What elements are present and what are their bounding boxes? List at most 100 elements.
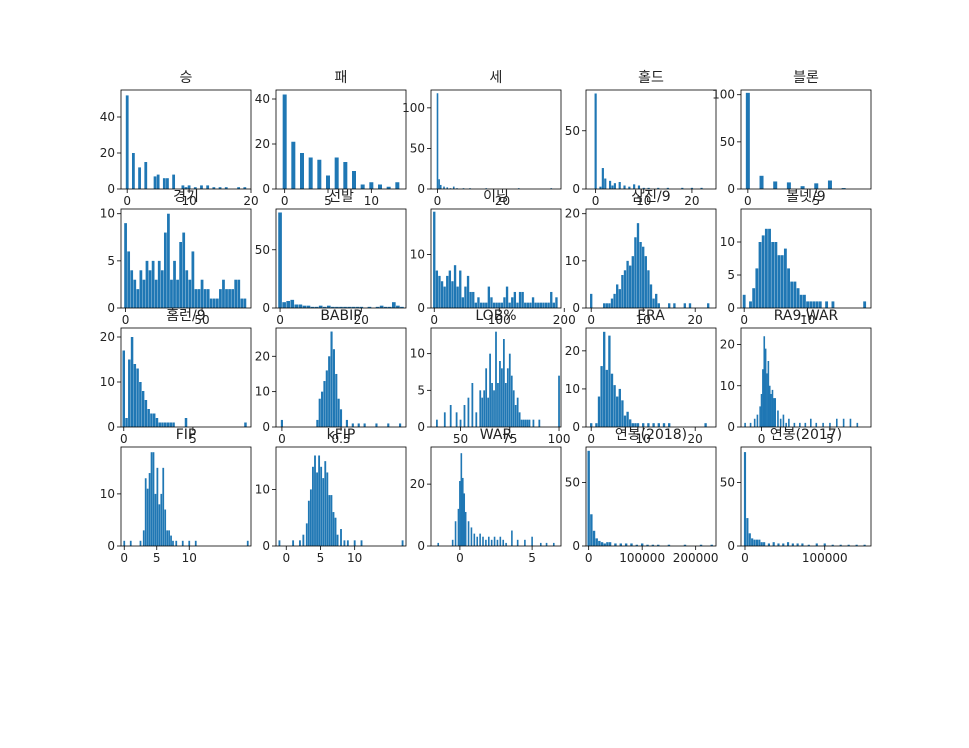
x-tick-label: 0 [741, 551, 749, 565]
histogram-bar [611, 185, 614, 189]
histogram-bar [449, 188, 452, 189]
y-tick-label: 10 [565, 254, 580, 268]
histogram-bar [532, 419, 535, 427]
histogram-bar [793, 281, 797, 308]
axes-frame [430, 89, 562, 190]
histogram-bar [688, 303, 692, 308]
histogram-bar [801, 543, 804, 546]
y-tick-label: 10 [410, 347, 425, 361]
histogram-bar [127, 251, 131, 308]
y-tick-label: 5 [107, 254, 115, 268]
histogram-bar [793, 422, 796, 428]
histogram-bar [452, 186, 455, 189]
histogram-bar [552, 302, 556, 308]
histogram-bar [153, 176, 157, 189]
x-tick-label: 200000 [673, 551, 719, 565]
histogram-bar [375, 306, 380, 308]
histogram-bar [318, 455, 321, 546]
histogram-bar [206, 185, 210, 189]
histogram-bar [179, 242, 183, 308]
histogram-bar [628, 186, 631, 189]
y-tick-label: 10 [100, 207, 115, 221]
histogram-bar [788, 418, 790, 427]
histogram-bar [700, 187, 703, 189]
histogram-bar [446, 187, 449, 189]
histogram-bar [188, 279, 192, 308]
y-tick-label: 20 [100, 330, 115, 344]
x-tick-label: 0 [740, 313, 748, 327]
histogram-bar [463, 405, 466, 427]
histogram-bar [464, 511, 467, 546]
histogram-bar [603, 303, 606, 308]
x-tick-label: 0 [120, 551, 128, 565]
histogram-bar [847, 544, 850, 546]
x-tick-label: 75 [502, 432, 517, 446]
histogram-bar [493, 390, 495, 427]
histogram-bar [332, 512, 335, 546]
histogram-bar [160, 270, 164, 308]
histogram-bar [614, 543, 617, 546]
histogram-bar [485, 188, 488, 189]
histogram-bar [345, 419, 348, 427]
histogram-bar [302, 534, 305, 546]
histogram-bar [547, 302, 550, 308]
histogram-bar [215, 298, 219, 308]
histogram-bar [347, 306, 351, 308]
histogram-bar [640, 543, 644, 546]
histogram-bar [777, 543, 780, 546]
histogram-bar [755, 539, 759, 546]
histogram-bar [521, 291, 524, 308]
y-tick-label: 10 [720, 379, 735, 393]
histogram-bar [456, 286, 459, 308]
histogram-bar [200, 279, 204, 308]
histogram-bar [166, 422, 170, 427]
histogram-bar [744, 422, 746, 428]
x-tick-label: 10 [181, 194, 196, 208]
histogram-bar [809, 418, 812, 427]
panel-title: RA9-WAR [774, 308, 839, 324]
x-tick-label: 0 [430, 313, 438, 327]
histogram-bar [753, 539, 756, 546]
histogram-bar [326, 175, 330, 189]
histogram-bar [280, 419, 283, 427]
histogram-bar [359, 306, 364, 308]
histogram-bar [623, 185, 626, 189]
histogram-bar [835, 418, 838, 427]
histogram-bar [764, 348, 767, 428]
histogram-bar [218, 187, 222, 189]
axes-frame [585, 446, 717, 547]
histogram-bar [753, 418, 756, 427]
histogram-bar [181, 540, 184, 546]
histogram-bar [758, 242, 762, 308]
histogram-bar [286, 301, 291, 308]
histogram-bar [763, 542, 766, 546]
histogram-bar [538, 419, 541, 427]
x-tick-label: 0 [278, 432, 286, 446]
histogram-bar [770, 394, 772, 427]
panel-14: 0 10 20 0 5 RA9-WAR [720, 308, 872, 446]
histogram-bar [599, 186, 602, 189]
histogram-bar [595, 538, 598, 546]
histogram-bar [496, 539, 499, 546]
histogram-bar [167, 213, 170, 308]
histogram-bar [815, 543, 818, 546]
histogram-bar [779, 418, 782, 427]
histogram-bar [459, 419, 462, 427]
histogram-bar [316, 472, 318, 546]
histogram-bar [782, 414, 785, 428]
histogram-bar [401, 540, 404, 546]
histogram-bar [219, 289, 222, 308]
y-tick-label: 0 [417, 301, 425, 315]
panel-title: ERA [637, 308, 665, 324]
x-tick-label: 5 [324, 194, 332, 208]
histogram-bar [173, 260, 176, 308]
histogram-bar [162, 467, 165, 546]
histogram-bar [666, 187, 669, 189]
histogram-bar [601, 168, 604, 189]
y-tick-label: 0 [727, 539, 735, 553]
histogram-bar [537, 302, 540, 308]
histogram-bar [610, 298, 614, 308]
y-tick-label: 50 [255, 243, 270, 257]
histogram-bar [448, 270, 452, 308]
histogram-bar [386, 186, 391, 189]
